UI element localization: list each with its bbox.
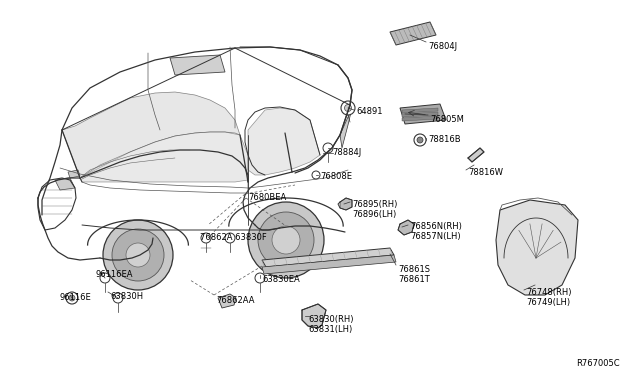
Polygon shape [400, 104, 446, 124]
Circle shape [225, 233, 235, 243]
Text: 63830(RH): 63830(RH) [308, 315, 353, 324]
Circle shape [312, 171, 320, 179]
Polygon shape [218, 294, 236, 308]
Circle shape [113, 293, 123, 303]
Text: R767005C: R767005C [577, 359, 620, 368]
Circle shape [248, 202, 324, 278]
Polygon shape [55, 178, 75, 190]
Polygon shape [390, 22, 436, 45]
Circle shape [103, 220, 173, 290]
Text: 76862A 63830F: 76862A 63830F [200, 233, 267, 242]
Text: 76749(LH): 76749(LH) [526, 298, 570, 307]
Polygon shape [68, 170, 80, 178]
Text: 63831(LH): 63831(LH) [308, 325, 352, 334]
Text: 96116EA: 96116EA [95, 270, 132, 279]
Circle shape [258, 212, 314, 268]
Text: 64891: 64891 [356, 107, 383, 116]
Text: 76805M: 76805M [430, 115, 464, 124]
Polygon shape [262, 248, 394, 267]
Text: 63830H: 63830H [110, 292, 143, 301]
Polygon shape [496, 200, 578, 295]
Polygon shape [398, 220, 414, 235]
Polygon shape [402, 116, 438, 121]
Polygon shape [468, 148, 484, 162]
Circle shape [126, 243, 150, 267]
Text: 76862AA: 76862AA [216, 296, 255, 305]
Text: 76896(LH): 76896(LH) [352, 210, 396, 219]
Circle shape [66, 292, 78, 304]
Text: 96116E: 96116E [60, 293, 92, 302]
Text: 76748(RH): 76748(RH) [526, 288, 572, 297]
Polygon shape [248, 108, 320, 175]
Text: 76861T: 76861T [398, 275, 429, 284]
Circle shape [417, 137, 423, 143]
Text: 76857N(LH): 76857N(LH) [410, 232, 461, 241]
Circle shape [255, 273, 265, 283]
Text: 78884J: 78884J [332, 148, 361, 157]
Polygon shape [262, 255, 396, 274]
Circle shape [201, 233, 211, 243]
Text: 78816B: 78816B [428, 135, 461, 144]
Circle shape [341, 101, 355, 115]
Polygon shape [402, 112, 438, 117]
Circle shape [344, 105, 351, 112]
Polygon shape [62, 92, 240, 178]
Polygon shape [340, 108, 352, 148]
Text: 76808E: 76808E [320, 172, 352, 181]
Text: 7680BEA: 7680BEA [248, 193, 286, 202]
Text: 76861S: 76861S [398, 265, 430, 274]
Polygon shape [340, 198, 352, 210]
Text: 76804J: 76804J [428, 42, 457, 51]
Circle shape [100, 273, 110, 283]
Text: 78816W: 78816W [468, 168, 503, 177]
Text: 76856N(RH): 76856N(RH) [410, 222, 462, 231]
Circle shape [69, 295, 75, 301]
Polygon shape [170, 55, 225, 75]
Text: 63830EA: 63830EA [262, 275, 300, 284]
Circle shape [272, 226, 300, 254]
Circle shape [112, 229, 164, 281]
Text: 76895(RH): 76895(RH) [352, 200, 397, 209]
Polygon shape [80, 132, 248, 182]
Polygon shape [302, 304, 326, 328]
Circle shape [323, 143, 333, 153]
Polygon shape [402, 108, 438, 113]
Circle shape [414, 134, 426, 146]
